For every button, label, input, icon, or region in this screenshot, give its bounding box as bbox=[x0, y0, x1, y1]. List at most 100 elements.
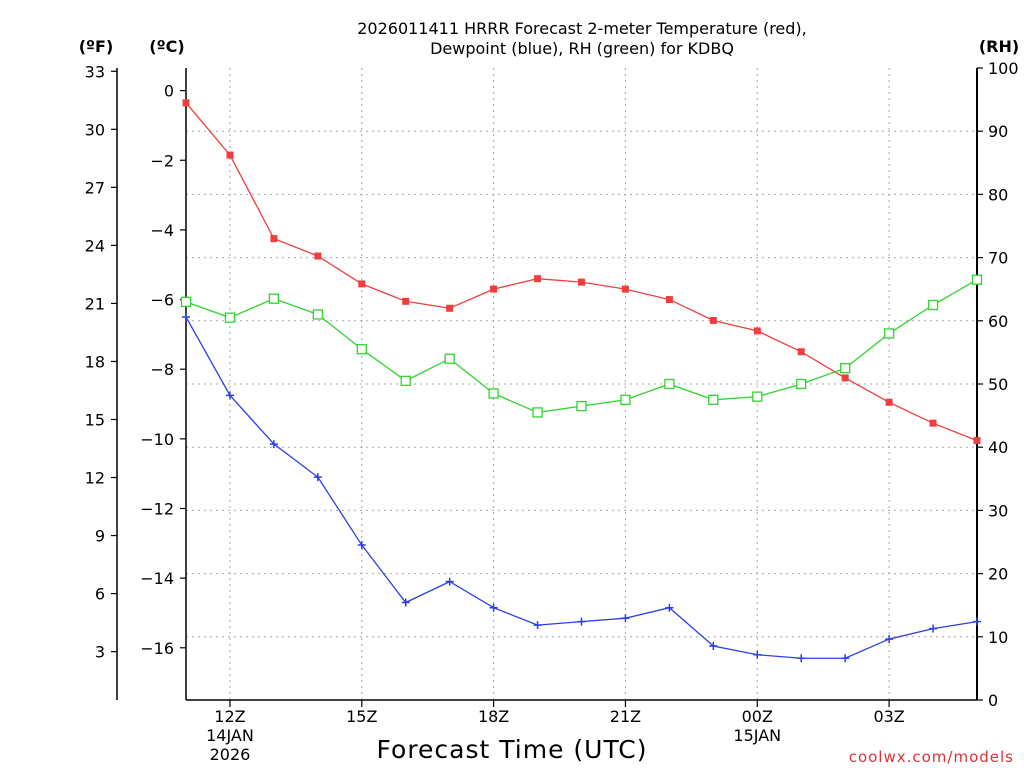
rh-tick-label: 0 bbox=[988, 691, 998, 710]
x-tick-label: 15Z bbox=[346, 707, 377, 726]
rh-tick-label: 30 bbox=[988, 501, 1008, 520]
dewpoint-point bbox=[665, 603, 674, 612]
temperature-point bbox=[621, 285, 629, 293]
temperature-point bbox=[226, 151, 234, 159]
temperature-point bbox=[709, 316, 717, 324]
fahrenheit-tick-label: 21 bbox=[85, 294, 105, 313]
rh-point bbox=[576, 400, 587, 412]
rh-point bbox=[971, 274, 983, 285]
rh-line bbox=[185, 279, 978, 414]
fahrenheit-tick-label: 33 bbox=[85, 62, 105, 81]
fahrenheit-unit-label: (ºF) bbox=[79, 37, 114, 56]
celsius-tick-label: −4 bbox=[150, 221, 174, 240]
dewpoint-point bbox=[357, 541, 366, 550]
rh-tick-label: 10 bbox=[988, 628, 1008, 647]
rh-point bbox=[883, 328, 895, 339]
fahrenheit-tick-label: 24 bbox=[85, 236, 105, 255]
rh-tick-label: 50 bbox=[988, 375, 1008, 394]
celsius-unit-label: (ºC) bbox=[149, 37, 184, 56]
temperature-point bbox=[797, 348, 805, 356]
dewpoint-point bbox=[533, 621, 542, 630]
temperature-point bbox=[578, 278, 585, 286]
dewpoint-point bbox=[797, 654, 806, 663]
temperature-point bbox=[402, 297, 410, 305]
dewpoint-point bbox=[885, 635, 894, 644]
rh-point bbox=[708, 394, 719, 405]
temperature-point bbox=[973, 437, 981, 445]
fahrenheit-tick-label: 27 bbox=[85, 178, 105, 197]
celsius-tick-label: −2 bbox=[150, 151, 174, 170]
dewpoint-point bbox=[753, 650, 762, 659]
rh-tick-label: 70 bbox=[988, 249, 1008, 268]
x-tick-date-label: 14JAN bbox=[206, 726, 254, 745]
rh-point bbox=[620, 394, 631, 405]
celsius-tick-label: −14 bbox=[140, 569, 174, 588]
fahrenheit-tick-label: 9 bbox=[95, 527, 105, 546]
temperature-point bbox=[358, 280, 366, 288]
fahrenheit-tick-label: 12 bbox=[85, 469, 105, 488]
dewpoint-point bbox=[269, 440, 278, 449]
celsius-tick-label: −10 bbox=[140, 430, 174, 449]
x-tick-label: 21Z bbox=[610, 707, 641, 726]
dewpoint-point bbox=[489, 603, 498, 612]
celsius-tick-label: 0 bbox=[164, 82, 174, 101]
rh-point bbox=[532, 407, 543, 418]
rh-point bbox=[356, 344, 367, 355]
dewpoint-point bbox=[182, 312, 190, 321]
temperature-point bbox=[270, 235, 278, 243]
celsius-tick-label: −8 bbox=[150, 360, 174, 379]
x-tick-label: 18Z bbox=[478, 707, 509, 726]
celsius-tick-label: −16 bbox=[140, 639, 174, 658]
celsius-tick-label: −6 bbox=[150, 291, 174, 310]
x-tick-date-label: 15JAN bbox=[733, 726, 781, 745]
x-tick-label: 03Z bbox=[873, 707, 904, 726]
temperature-point bbox=[534, 275, 542, 283]
celsius-tick-label: −12 bbox=[140, 499, 174, 518]
dewpoint-point bbox=[577, 617, 586, 626]
rh-point bbox=[927, 299, 939, 311]
fahrenheit-tick-label: 18 bbox=[85, 352, 105, 371]
dewpoint-point bbox=[929, 624, 938, 633]
rh-series bbox=[180, 274, 983, 418]
temperature-point bbox=[446, 304, 454, 312]
axes: 33302724211815129630−2−4−6−8−10−12−14−16… bbox=[85, 59, 1019, 710]
dewpoint-point bbox=[973, 617, 981, 626]
rh-point bbox=[796, 378, 807, 390]
rh-tick-label: 40 bbox=[988, 438, 1008, 457]
chart-title-line2: Dewpoint (blue), RH (green) for KDBQ bbox=[430, 39, 734, 58]
rh-point bbox=[400, 375, 411, 386]
temperature-point bbox=[753, 327, 761, 335]
dewpoint-point bbox=[445, 577, 454, 586]
dewpoint-line bbox=[185, 316, 978, 659]
x-tick-year-label: 2026 bbox=[210, 745, 251, 764]
temperature-point bbox=[490, 285, 498, 293]
rh-tick-label: 60 bbox=[988, 312, 1008, 331]
rh-point bbox=[664, 378, 675, 390]
fahrenheit-tick-label: 15 bbox=[85, 410, 105, 429]
rh-point bbox=[224, 312, 236, 323]
temperature-series bbox=[182, 99, 981, 445]
dewpoint-point bbox=[841, 654, 850, 663]
x-tick-label: 00Z bbox=[742, 707, 773, 726]
rh-point bbox=[488, 388, 499, 399]
gridlines bbox=[186, 68, 977, 700]
rh-point bbox=[312, 309, 323, 320]
dewpoint-point bbox=[709, 642, 718, 651]
rh-tick-label: 80 bbox=[988, 185, 1008, 204]
fahrenheit-tick-label: 6 bbox=[95, 585, 105, 604]
temperature-point bbox=[665, 296, 673, 304]
fahrenheit-tick-label: 3 bbox=[95, 643, 105, 662]
temperature-point bbox=[929, 419, 937, 427]
rh-tick-label: 20 bbox=[988, 565, 1008, 584]
rh-point bbox=[752, 391, 763, 402]
rh-point bbox=[268, 293, 280, 304]
temperature-point bbox=[885, 398, 893, 406]
temperature-point bbox=[841, 374, 849, 382]
rh-tick-label: 100 bbox=[988, 59, 1019, 78]
dewpoint-point bbox=[313, 473, 322, 482]
temperature-point bbox=[314, 252, 322, 260]
chart-title-line1: 2026011411 HRRR Forecast 2-meter Tempera… bbox=[357, 19, 807, 38]
x-tick-label: 12Z bbox=[214, 707, 245, 726]
